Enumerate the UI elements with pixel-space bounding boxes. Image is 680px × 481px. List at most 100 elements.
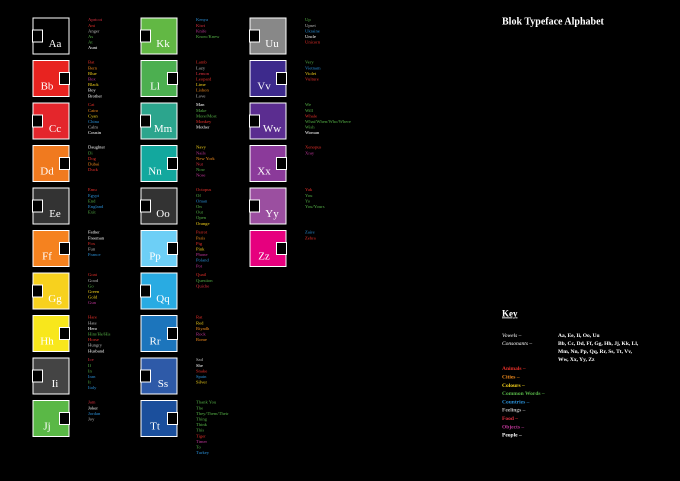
letter-label: Ss [158,378,168,390]
word: Very [305,60,314,65]
word: Xray [305,150,315,155]
word: Phone [196,252,207,257]
block-notch [59,412,70,425]
word: Pig [196,241,203,246]
word: Red [196,320,204,325]
word: Bat [88,60,95,65]
word: Anger [88,28,100,33]
word: They/Them/Their [196,411,229,416]
word: Father [88,230,100,235]
key-label: Vowels – [502,333,522,339]
word: Hate [88,320,97,325]
letter-label: Jj [43,421,50,433]
word: Knife [196,28,206,33]
word: Whale [305,113,317,118]
word: End [88,198,96,203]
word: Love [196,93,205,98]
key-label: Consonants – [502,341,532,347]
word: France [88,252,101,257]
block-notch [276,242,287,255]
block-notch [249,29,260,43]
word: Boy [88,88,96,93]
word: Tiger [196,433,206,438]
key-value: Mm, Nn, Pp, Qq, Rr, Ss, Tt, Vv, [558,349,633,355]
word: Apricot [88,17,103,22]
word: If [88,363,92,368]
block-notch [167,72,178,85]
word: Unicorn [305,40,321,45]
word: It [88,380,92,385]
word: Good [88,278,99,283]
key-category: Objects – [502,424,524,430]
word: Hungry [88,343,103,348]
word: Man [196,102,205,107]
word: Out [196,210,204,215]
word: Silver [196,380,207,385]
key-category: Food – [502,416,518,422]
word: New York [196,156,215,161]
word: Exit [88,210,96,215]
word: Zaire [305,230,315,235]
letter-label: Nn [148,166,162,178]
block-notch [140,369,151,383]
word: Ice [88,357,94,362]
block-notch [59,157,70,170]
word: Dubai [88,162,100,167]
block-notch [59,72,70,85]
block-notch [32,369,43,383]
word: Vietnam [305,65,321,70]
block-notch [167,412,178,425]
word: Zebra [305,235,316,240]
word: To [196,445,201,450]
word: She [196,363,203,368]
word: The [196,405,203,410]
letter-label: Vv [257,81,271,93]
letter-label: Rr [150,336,161,348]
word: Uncle [305,34,316,39]
block-notch [276,157,287,170]
word: Nails [196,150,206,155]
letter-label: Tt [150,421,160,433]
word: Di [88,150,93,155]
word: Thing [196,417,208,422]
word: Turkey [196,450,210,455]
block-notch [140,29,151,43]
block-notch [167,242,178,255]
word: Of [196,193,201,198]
key-category: Colours – [502,383,525,389]
word: Cousin [88,130,102,135]
key-category: Cities – [502,375,520,381]
word: Brother [88,93,103,98]
word: Lime [196,82,206,87]
word: On [196,204,202,209]
letter-label: Gg [48,293,62,305]
word: Quiche [196,283,209,288]
word: In [88,368,93,373]
word: Question [196,278,213,283]
block-notch [59,327,70,340]
word: Ukraine [305,28,320,33]
word: Freeman [88,235,105,240]
word: Octopus [196,187,212,192]
word: Horse [88,337,99,342]
key-heading: Key [502,308,518,318]
word: Cyan [88,113,98,118]
word: This [196,428,204,433]
word: Gold [88,295,98,300]
word: Box [88,77,96,82]
word: Husband [88,348,105,353]
word: Aunt [88,45,98,50]
letter-label: Dd [40,166,54,178]
word: Green [88,289,100,294]
letter-label: Ll [150,81,160,93]
word: Paris [196,235,205,240]
word: Jordan [88,411,101,416]
word: Kiwi [196,23,206,28]
key-value: Ww, Xx, Yy, Zz [558,357,595,363]
word: Rome [196,337,207,342]
word: Fun [88,247,96,252]
letter-label: Ff [42,251,52,263]
word: Daughter [88,145,106,150]
